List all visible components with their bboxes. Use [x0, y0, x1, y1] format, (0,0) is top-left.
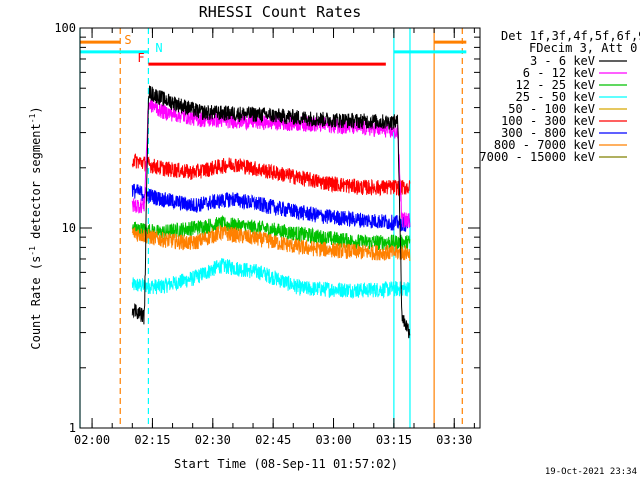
y-tick-label-100: 100	[54, 21, 76, 35]
series-line-25-50-kev	[131, 258, 411, 299]
series-line-300-800-kev	[131, 183, 411, 233]
flag-s-label: S	[124, 33, 131, 47]
legend-label-7000-15000-kev: 7000 - 15000 keV	[479, 150, 595, 164]
legend-header-line-1: Det 1f,3f,4f,5f,6f,9f,	[501, 29, 640, 43]
y-tick-label-1: 1	[69, 421, 76, 435]
x-tick-label-6: 03:15	[376, 433, 412, 447]
y-axis-label-main: Count Rate (s	[29, 256, 43, 350]
series-line-100-300-kev	[131, 153, 411, 197]
x-tick-label-7: 03:30	[436, 433, 472, 447]
legend-label-12-25-kev: 12 - 25 keV	[516, 78, 595, 92]
x-tick-label-3: 02:30	[195, 433, 231, 447]
y-axis-label: Count Rate (s-1 detector segment-1)	[28, 106, 43, 349]
x-tick-label-2: 02:15	[134, 433, 170, 447]
legend-header-line-2: FDecim 3, Att 0	[529, 41, 637, 55]
legend-label-800-7000-kev: 800 - 7000 keV	[494, 138, 595, 152]
x-axis-label: Start Time (08-Sep-11 01:57:02)	[174, 457, 398, 471]
legend-label-6-12-kev: 6 - 12 keV	[523, 66, 595, 80]
x-tick-label-5: 03:00	[315, 433, 351, 447]
series-line-3-6-kev	[131, 85, 411, 339]
legend-label-3-6-kev: 3 - 6 keV	[530, 54, 595, 68]
y-axis-label-end: )	[29, 106, 43, 113]
legend-label-50-100-kev: 50 - 100 keV	[508, 102, 595, 116]
legend-label-100-300-kev: 100 - 300 keV	[501, 114, 595, 128]
flag-f-label: F	[137, 51, 144, 65]
y-tick-label-10: 10	[62, 221, 76, 235]
timestamp: 19-Oct-2021 23:34	[545, 467, 637, 477]
legend-label-300-800-kev: 300 - 800 keV	[501, 126, 595, 140]
y-axis-label-exponent-2: -1	[28, 113, 37, 123]
series-line-800-7000-kev	[131, 225, 411, 262]
chart-title: RHESSI Count Rates	[199, 3, 362, 21]
x-tick-label-1: 02:00	[74, 433, 110, 447]
legend-label-25-50-kev: 25 - 50 keV	[516, 90, 595, 104]
x-tick-label-4: 02:45	[255, 433, 291, 447]
y-axis-label-mid: detector segment	[29, 123, 43, 246]
flag-n-label: N	[155, 41, 162, 55]
y-axis-label-exponent-1: -1	[28, 246, 37, 256]
